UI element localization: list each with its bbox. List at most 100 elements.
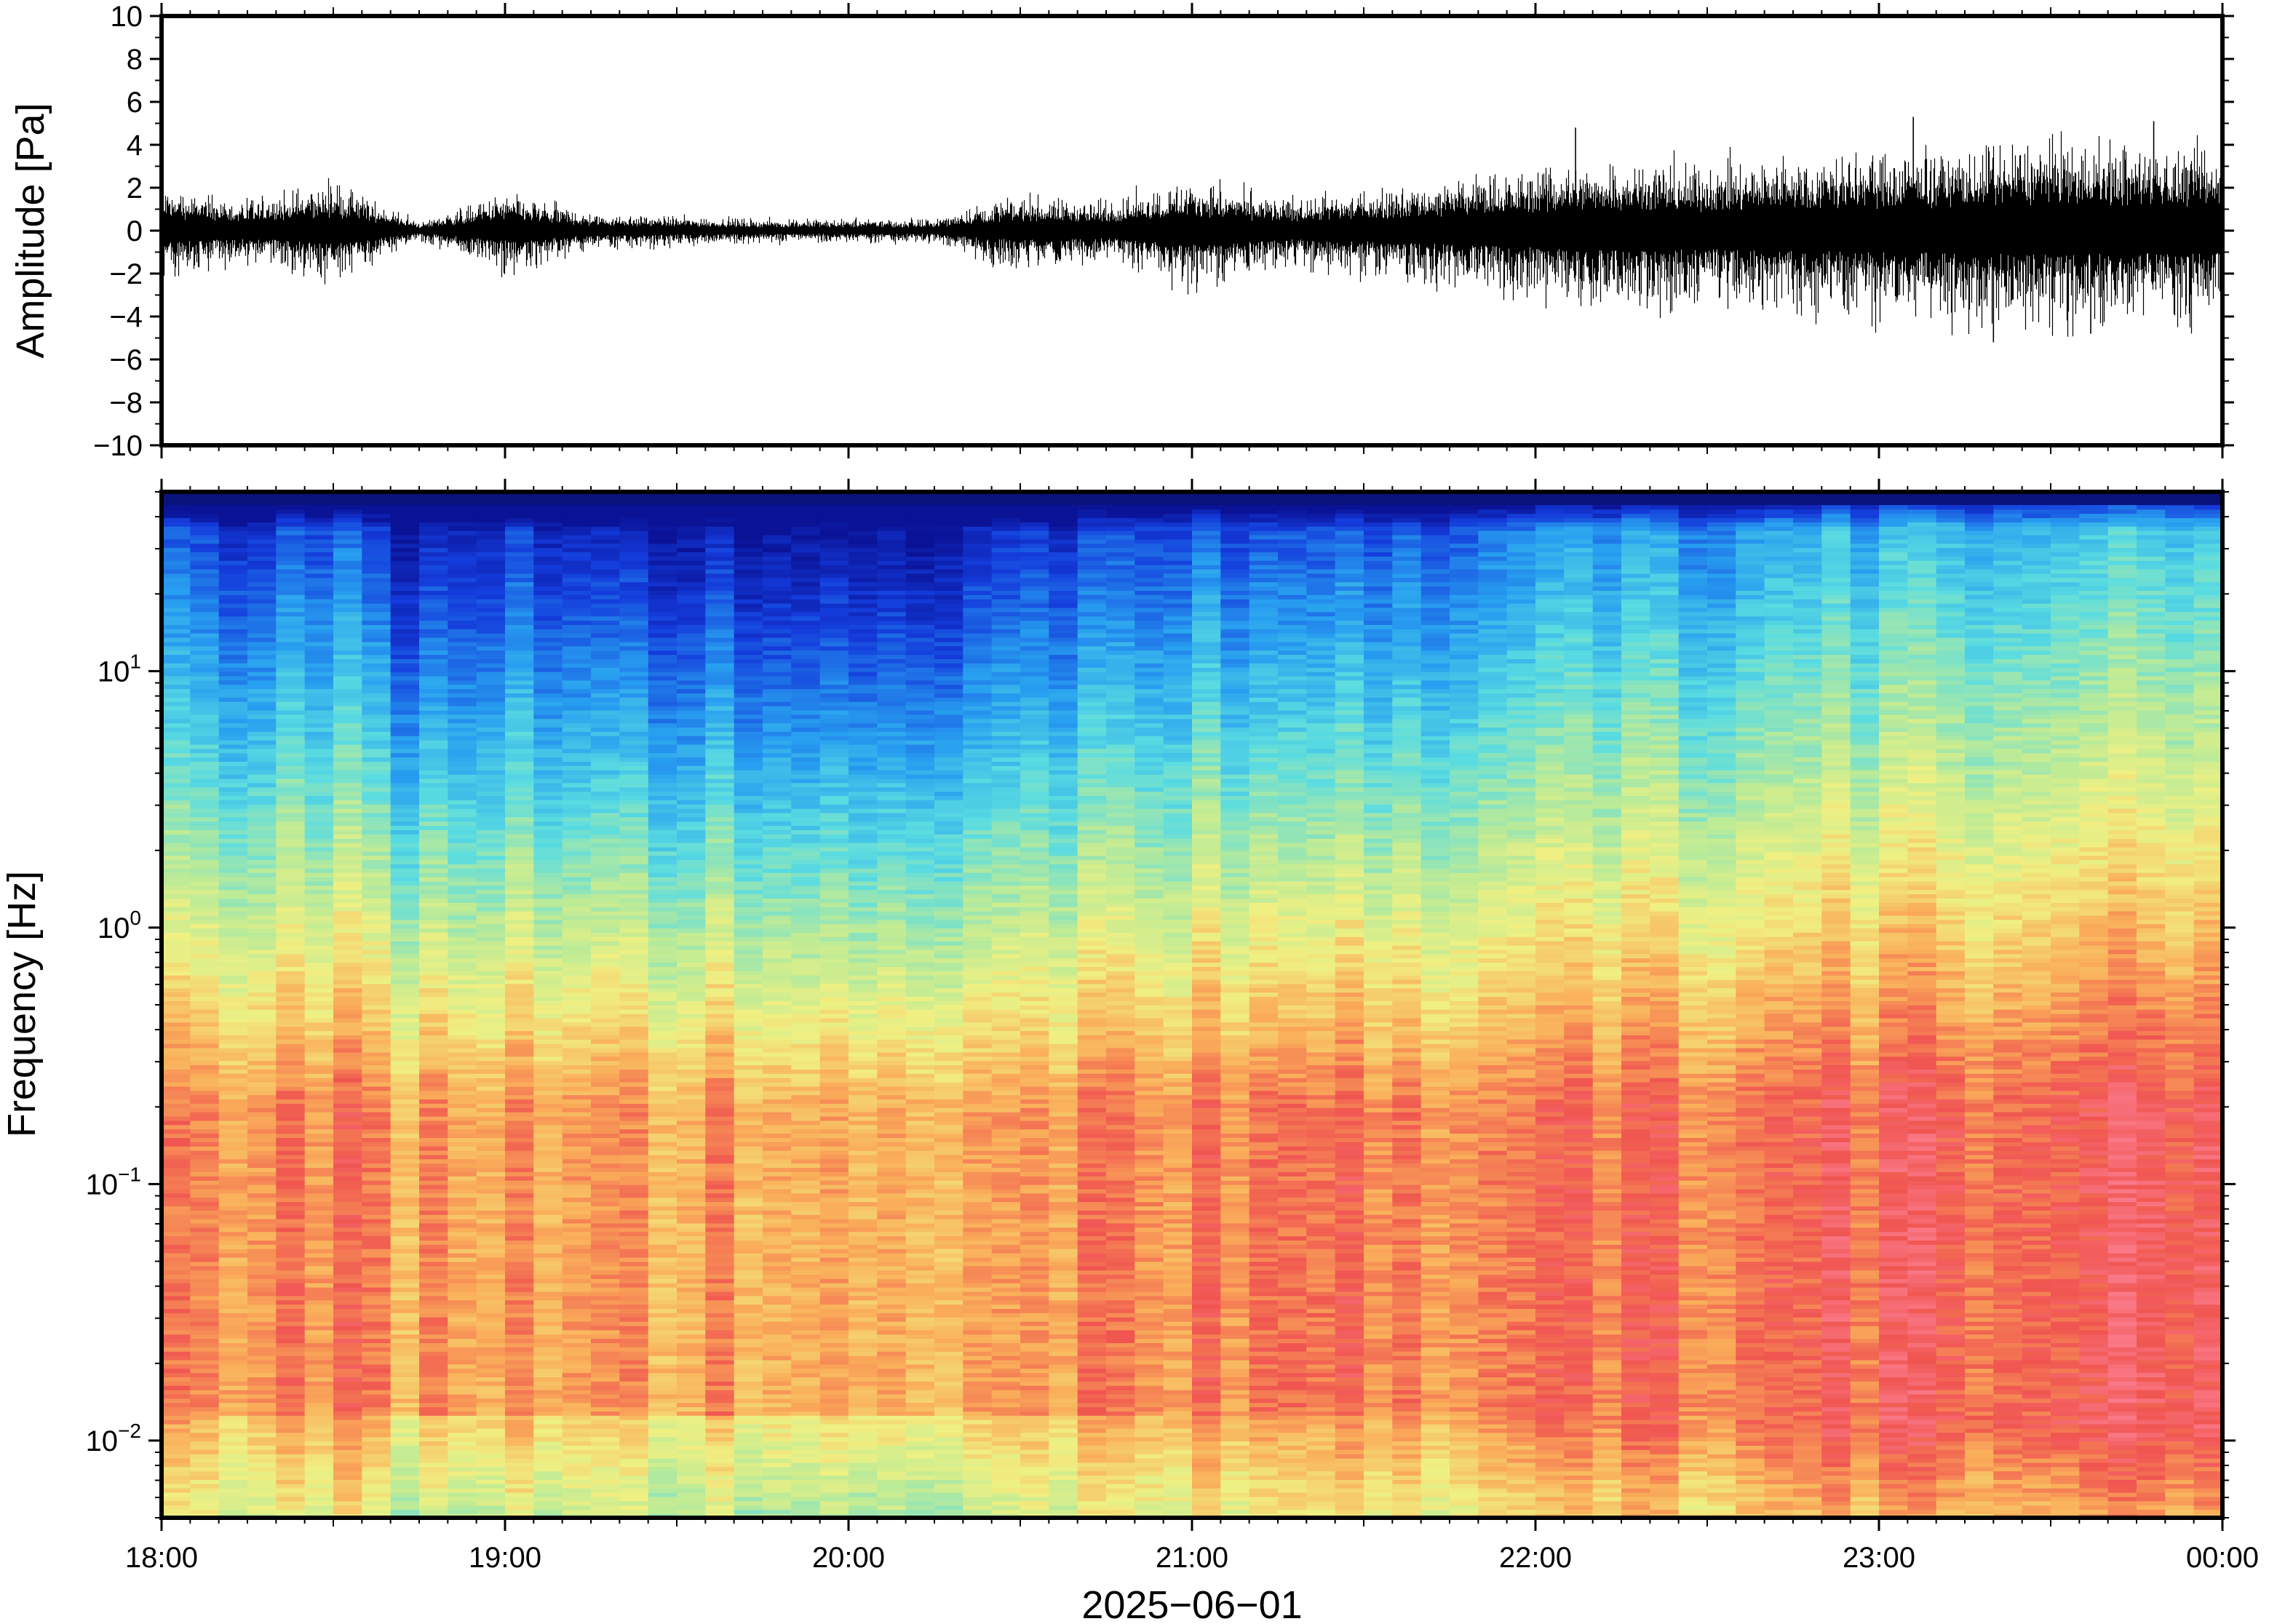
spectrogram-cell <box>476 1304 506 1309</box>
spectrogram-cell <box>247 1240 277 1245</box>
spectrogram-cell <box>190 620 220 625</box>
spectrogram-cell <box>677 1265 707 1271</box>
spectrogram-cell <box>419 504 449 510</box>
spectrogram-cell <box>562 778 592 784</box>
amplitude-tick-label: −2 <box>109 258 143 290</box>
spectrogram-cell <box>333 1022 363 1027</box>
spectrogram-cell <box>591 842 621 848</box>
spectrogram-cell <box>505 902 535 907</box>
spectrogram-cell <box>390 1291 420 1297</box>
spectrogram-cell <box>533 598 563 604</box>
spectrogram-cell <box>362 923 392 929</box>
spectrogram-cell <box>333 1043 363 1048</box>
spectrogram-cell <box>218 1069 248 1074</box>
spectrogram-cell <box>562 1359 592 1365</box>
spectrogram-cell <box>591 538 621 544</box>
spectrogram-cell <box>476 663 506 668</box>
spectrogram-cell <box>162 1308 191 1313</box>
spectrogram-cell <box>390 1163 420 1169</box>
spectrogram-cell <box>390 697 420 702</box>
spectrogram-cell <box>448 1000 477 1006</box>
spectrogram-cell <box>677 834 707 839</box>
spectrogram-cell <box>591 1329 621 1335</box>
spectrogram-cell <box>648 761 677 766</box>
spectrogram-cell <box>190 1274 220 1279</box>
spectrogram-cell <box>476 1338 506 1343</box>
spectrogram-cell <box>419 1377 449 1382</box>
spectrogram-cell <box>591 1026 621 1032</box>
spectrogram-cell <box>304 787 334 792</box>
spectrogram-cell <box>591 671 621 677</box>
spectrogram-cell <box>619 1244 649 1249</box>
spectrogram-cell <box>648 949 677 955</box>
spectrogram-cell <box>390 851 420 856</box>
spectrogram-cell <box>476 936 506 942</box>
spectrogram-cell <box>333 1487 363 1493</box>
spectrogram-cell <box>333 1423 363 1429</box>
spectrogram-cell <box>362 791 392 796</box>
spectrogram-cell <box>247 560 277 565</box>
spectrogram-cell <box>362 1030 392 1035</box>
spectrogram-cell <box>705 680 735 685</box>
spectrogram-cell <box>247 1210 277 1215</box>
spectrogram-cell <box>505 1398 535 1404</box>
spectrogram-cell <box>505 1274 535 1279</box>
spectrogram-cell <box>562 868 592 873</box>
spectrogram-cell <box>218 949 248 955</box>
spectrogram-cell <box>533 936 563 942</box>
spectrogram-cell <box>677 727 707 732</box>
spectrogram-cell <box>362 992 392 998</box>
spectrogram-cell <box>619 842 649 848</box>
spectrogram-cell <box>304 1145 334 1151</box>
spectrogram-cell <box>247 846 277 852</box>
spectrogram-cell <box>476 1475 506 1480</box>
spectrogram-cell <box>419 1291 449 1297</box>
spectrogram-cell <box>648 1218 677 1224</box>
spectrogram-cell <box>505 735 535 741</box>
spectrogram-cell <box>533 829 563 835</box>
spectrogram-cell <box>448 1432 477 1438</box>
spectrogram-cell <box>619 898 649 903</box>
spectrogram-cell <box>333 1069 363 1074</box>
spectrogram-cell <box>619 684 649 690</box>
spectrogram-cell <box>276 1171 306 1177</box>
spectrogram-cell <box>648 992 677 998</box>
spectrogram-cell <box>562 1081 592 1087</box>
spectrogram-cell <box>333 851 363 856</box>
spectrogram-cell <box>505 1316 535 1322</box>
spectrogram-cell <box>162 1235 191 1241</box>
spectrogram-cell <box>705 769 735 775</box>
spectrogram-cell <box>648 1244 677 1249</box>
spectrogram-cell <box>218 602 248 608</box>
spectrogram-cell <box>505 1313 535 1318</box>
spectrogram-cell <box>533 778 563 784</box>
spectrogram-cell <box>333 1218 363 1224</box>
spectrogram-cell <box>677 1094 707 1100</box>
spectrogram-cell <box>333 645 363 651</box>
spectrogram-cell <box>533 1201 563 1206</box>
spectrogram-cell <box>333 966 363 971</box>
spectrogram-cell <box>362 650 392 656</box>
spectrogram-cell <box>362 872 392 877</box>
spectrogram-cell <box>362 1039 392 1044</box>
spectrogram-cell <box>476 987 506 993</box>
spectrogram-cell <box>162 1047 191 1053</box>
spectrogram-cell <box>419 1484 449 1489</box>
spectrogram-cell <box>648 739 677 745</box>
spectrogram-cell <box>247 949 277 955</box>
spectrogram-cell <box>562 1466 592 1472</box>
spectrogram-cell <box>476 1282 506 1288</box>
spectrogram-cell <box>218 872 248 877</box>
spectrogram-cell <box>448 1026 477 1032</box>
spectrogram-cell <box>677 1415 707 1420</box>
spectrogram-cell <box>276 787 306 792</box>
spectrogram-cell <box>304 1436 334 1442</box>
spectrogram-cell <box>162 543 191 549</box>
spectrogram-cell <box>677 1222 707 1228</box>
spectrogram-cell <box>333 936 363 942</box>
spectrogram-cell <box>218 611 248 617</box>
spectrogram-cell <box>591 1291 621 1297</box>
spectrogram-cell <box>677 1124 707 1130</box>
spectrogram-cell <box>304 1411 334 1416</box>
spectrogram-cell <box>677 1201 707 1206</box>
